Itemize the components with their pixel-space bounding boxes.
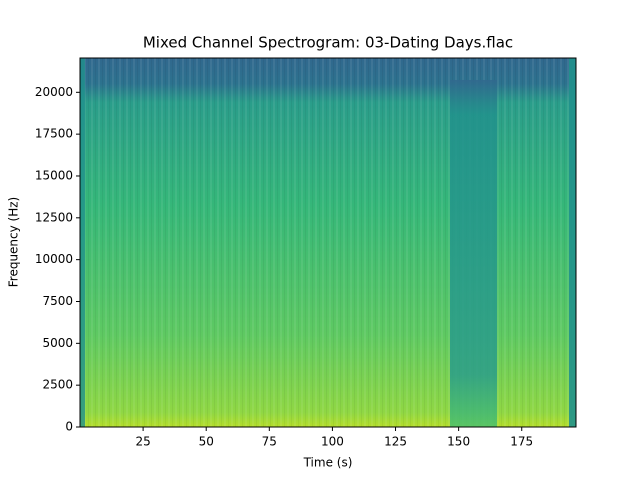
x-tick-label: 75 xyxy=(262,435,277,449)
y-tick-label: 20000 xyxy=(35,85,73,99)
y-tick-label: 0 xyxy=(65,420,73,434)
spectrogram-image xyxy=(80,58,576,427)
x-axis-label: Time (s) xyxy=(303,456,353,470)
plot-frame xyxy=(79,57,577,428)
spectrogram-edge xyxy=(569,58,576,427)
x-tick-label: 50 xyxy=(199,435,214,449)
x-tick-label: 25 xyxy=(135,435,150,449)
spectrogram-texture xyxy=(80,58,576,427)
y-tick-label: 2500 xyxy=(42,378,73,392)
y-tick-label: 12500 xyxy=(35,210,73,224)
x-tick-label: 100 xyxy=(321,435,344,449)
y-tick-label: 15000 xyxy=(35,168,73,182)
x-tick-label: 125 xyxy=(384,435,407,449)
x-tick-label: 175 xyxy=(510,435,533,449)
y-tick-label: 10000 xyxy=(35,252,73,266)
chart-title: Mixed Channel Spectrogram: 03-Dating Day… xyxy=(143,34,513,52)
spectrogram-quiet-region xyxy=(450,80,497,427)
spectrogram-edge xyxy=(80,58,85,427)
y-tick-label: 5000 xyxy=(42,336,73,350)
y-tick-label: 7500 xyxy=(42,294,73,308)
y-axis-label: Frequency (Hz) xyxy=(7,197,21,288)
x-tick-label: 150 xyxy=(447,435,470,449)
y-tick-label: 17500 xyxy=(35,127,73,141)
